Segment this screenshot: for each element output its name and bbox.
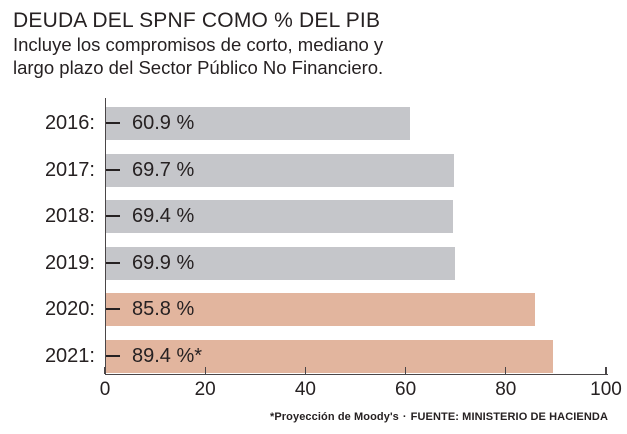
bar-row-2020: 2020: 85.8 % xyxy=(0,293,627,326)
x-tick-label: 80 xyxy=(495,379,517,400)
bar-value-label: 85.8 % xyxy=(132,298,195,320)
x-tick xyxy=(304,367,307,374)
bar-tick-dash xyxy=(106,261,120,264)
bar-tick-dash xyxy=(106,215,120,218)
bar-2017: 69.7 % xyxy=(105,153,455,187)
y-axis-line xyxy=(105,98,107,375)
bar-row-2019: 2019: 69.9 % xyxy=(0,246,627,280)
bar-row-2017: 2017: 69.7 % xyxy=(0,153,627,187)
x-tick xyxy=(605,367,607,374)
x-tick-label: 100 xyxy=(590,379,622,400)
x-tick-label: 20 xyxy=(194,379,216,400)
footnote-source: FUENTE: MINISTERIO DE HACIENDA xyxy=(410,411,608,423)
x-tick xyxy=(505,367,507,374)
bar-value-label: 69.7 % xyxy=(132,158,195,181)
bar-value-label: 69.4 % xyxy=(132,205,195,227)
bar-2019: 69.9 % xyxy=(105,246,456,280)
bar-tick-dash xyxy=(106,122,120,125)
page-title: DEUDA DEL SPNF COMO % DEL PIB xyxy=(13,9,381,32)
subtitle-line-1: Incluye los compromisos de corto, median… xyxy=(13,34,384,55)
x-tick xyxy=(204,367,206,374)
year-label: 2020: xyxy=(44,298,95,320)
bar-2021: 89.4 %* xyxy=(105,339,553,373)
year-label: 2021: xyxy=(44,344,95,367)
year-label: 2018: xyxy=(44,205,95,227)
subtitle-line-2: largo plazo del Sector Público No Financ… xyxy=(13,56,384,78)
x-tick-label: 0 xyxy=(99,379,111,400)
bar-row-2016: 2016: 60.9 % xyxy=(0,107,627,140)
footnote-separator: · xyxy=(402,411,407,423)
x-tick-label: 40 xyxy=(294,379,316,400)
bar-2020: 85.8 % xyxy=(105,293,535,326)
bar-tick-dash xyxy=(106,354,120,357)
bar-row-2021: 2021: 89.4 %* xyxy=(0,339,627,373)
bar-value-label: 69.9 % xyxy=(132,251,195,274)
x-axis-line xyxy=(105,374,608,376)
x-tick xyxy=(404,367,407,374)
bar-value-label: 89.4 %* xyxy=(132,344,203,367)
year-label: 2019: xyxy=(44,251,95,274)
bar-row-2018: 2018: 69.4 % xyxy=(0,200,627,233)
bar-2016: 60.9 % xyxy=(105,107,411,140)
bar-tick-dash xyxy=(106,308,120,311)
footnote: *Proyección de Moody's · FUENTE: MINISTERI… xyxy=(270,411,608,423)
year-label: 2017: xyxy=(44,158,95,181)
x-tick xyxy=(104,367,106,374)
bar-value-label: 60.9 % xyxy=(132,112,195,134)
chart-subtitle: Incluye los compromisos de corto, median… xyxy=(13,34,383,79)
bar-tick-dash xyxy=(106,168,120,171)
x-tick-label: 60 xyxy=(395,379,417,400)
year-label: 2016: xyxy=(44,112,95,134)
bar-2018: 69.4 % xyxy=(105,200,453,233)
footnote-note: *Proyección de Moody's xyxy=(269,411,399,423)
